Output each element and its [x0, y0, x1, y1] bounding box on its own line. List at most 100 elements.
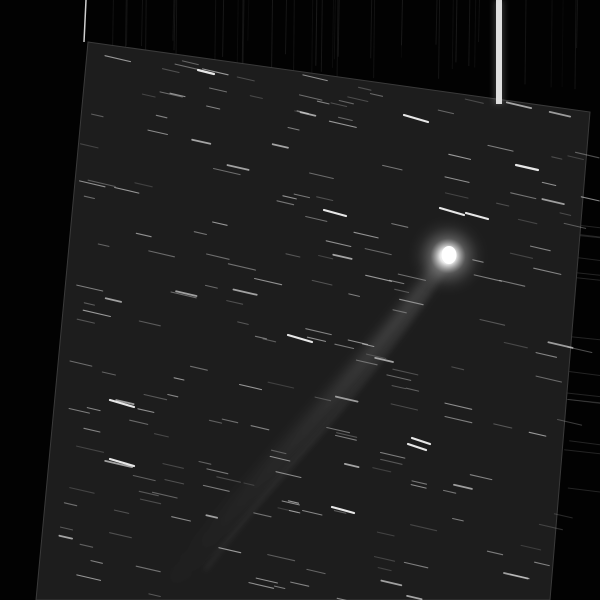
star-trail: [254, 277, 283, 286]
star-trail: [451, 366, 465, 371]
star-trail: [87, 179, 116, 188]
bright-star-trail: [330, 505, 356, 515]
star-trail: [374, 356, 394, 363]
star-trail: [503, 341, 528, 349]
star-trail: [369, 93, 384, 97]
star-trail: [201, 68, 229, 76]
star-trail: [155, 114, 168, 119]
star-trail: [316, 196, 334, 202]
star-trail: [493, 423, 513, 429]
outer-streak: [574, 0, 577, 90]
star-trail: [444, 192, 469, 199]
star-trail: [109, 532, 132, 539]
bright-star-trail: [514, 163, 540, 172]
star-trail: [496, 202, 510, 207]
star-trail: [204, 284, 218, 289]
star-trail: [394, 288, 410, 294]
star-trail: [448, 153, 472, 160]
star-trail: [328, 120, 357, 128]
outer-streak: [311, 0, 314, 82]
star-trail: [221, 418, 239, 424]
star-trail: [216, 476, 241, 483]
star-trail: [285, 253, 301, 258]
star-trails: [58, 55, 600, 600]
star-trail: [76, 445, 105, 453]
star-trail: [410, 524, 438, 532]
star-trail: [357, 86, 372, 91]
star-trail: [181, 60, 199, 66]
star-trail: [380, 579, 403, 587]
star-trail: [486, 550, 504, 556]
star-trail: [305, 215, 328, 222]
star-trail: [444, 176, 470, 183]
outer-streak: [567, 398, 600, 404]
star-trail: [115, 399, 135, 406]
star-trail: [365, 274, 393, 282]
outer-streak: [567, 487, 600, 493]
star-trail: [282, 195, 297, 200]
bright-star-trail: [286, 333, 314, 344]
bright-star-trail: [402, 113, 430, 124]
outer-streak: [370, 0, 373, 59]
star-trail: [309, 172, 334, 180]
star-trail: [290, 581, 310, 587]
star-trail: [305, 328, 332, 336]
outer-streak: [561, 0, 564, 88]
star-trail: [173, 377, 185, 381]
star-trail: [147, 129, 168, 136]
star-trail: [567, 155, 584, 161]
star-trail: [499, 279, 526, 287]
star-trail: [509, 252, 534, 259]
outer-streak: [564, 449, 600, 455]
star-trail: [79, 143, 99, 149]
star-trail: [132, 474, 156, 482]
outer-streak: [332, 0, 334, 68]
star-trail: [159, 91, 183, 98]
star-trail: [529, 245, 551, 252]
outer-streak: [468, 0, 471, 67]
star-trail: [253, 512, 272, 518]
star-trail: [212, 221, 228, 226]
star-trail: [76, 284, 104, 292]
star-trail: [212, 167, 241, 176]
star-trail: [510, 192, 537, 200]
star-trail: [364, 248, 392, 256]
star-trail: [479, 318, 506, 326]
star-trail: [236, 76, 255, 82]
star-trail: [148, 250, 175, 258]
star-trail: [135, 232, 152, 238]
star-trail: [171, 516, 191, 522]
star-trail: [547, 341, 574, 349]
star-trail: [559, 212, 572, 216]
outer-streak: [435, 0, 438, 45]
outer-streak: [563, 392, 600, 398]
comet-nucleus: [441, 246, 457, 264]
star-trail: [563, 222, 587, 229]
star-trail: [239, 383, 263, 391]
star-trail: [533, 267, 562, 275]
star-trail: [337, 116, 353, 122]
star-trail: [273, 585, 286, 590]
outer-streak: [173, 0, 176, 51]
star-trail: [487, 144, 514, 152]
star-trail: [189, 365, 208, 371]
star-trail: [76, 574, 102, 581]
comet-tail: [145, 258, 446, 600]
star-trail: [411, 480, 428, 485]
star-trail: [306, 568, 326, 575]
star-trail: [58, 534, 73, 540]
star-trail: [287, 126, 300, 131]
star-trail: [553, 513, 573, 519]
star-trail: [348, 293, 360, 297]
star-trail: [170, 291, 197, 299]
star-trail: [249, 95, 263, 99]
star-trail: [311, 279, 333, 286]
star-trail: [574, 151, 600, 159]
star-trail: [405, 387, 420, 392]
bright-star-trail: [406, 442, 428, 452]
star-trail: [175, 290, 198, 297]
star-trail: [138, 320, 161, 327]
star-trail: [464, 98, 484, 104]
star-trail: [325, 240, 352, 248]
star-trail: [83, 302, 95, 306]
